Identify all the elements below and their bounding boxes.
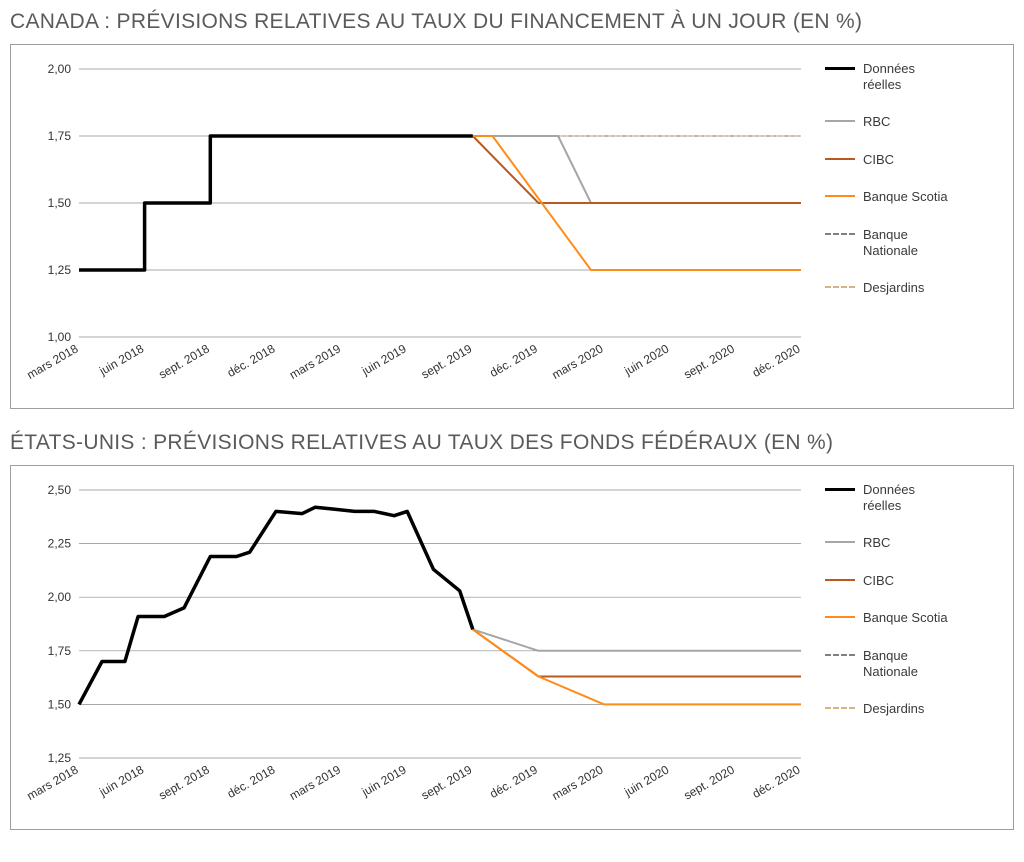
series-bnc bbox=[473, 629, 801, 650]
legend-item-desj: Desjardins bbox=[825, 280, 1003, 296]
x-tick-label: juin 2019 bbox=[359, 341, 409, 378]
legend-item-cibc: CIBC bbox=[825, 152, 1003, 168]
legend-swatch bbox=[825, 61, 855, 75]
legend-label: BanqueNationale bbox=[863, 648, 918, 679]
legend-swatch bbox=[825, 189, 855, 203]
legend-item-actual: Donnéesréelles bbox=[825, 61, 1003, 92]
x-tick-label: juin 2020 bbox=[621, 341, 671, 378]
y-tick-label: 2,00 bbox=[48, 62, 72, 76]
x-tick-label: déc. 2020 bbox=[750, 341, 803, 380]
x-tick-label: juin 2018 bbox=[96, 341, 146, 378]
x-tick-label: mars 2020 bbox=[549, 762, 605, 803]
y-tick-label: 1,75 bbox=[48, 129, 72, 143]
chart-frame: 1,25 1,50 1,75 2,00 2,25 2,50 mars 2018 juin 20… bbox=[10, 465, 1014, 830]
x-tick-label: sept. 2020 bbox=[681, 341, 737, 381]
y-tick-label: 1,25 bbox=[48, 751, 72, 765]
legend-label: RBC bbox=[863, 535, 890, 551]
x-tick-label: mars 2020 bbox=[549, 341, 605, 382]
legend-label: CIBC bbox=[863, 573, 894, 589]
x-tick-label: déc. 2018 bbox=[225, 762, 278, 801]
x-tick-label: sept. 2018 bbox=[156, 341, 212, 381]
legend-label: BanqueNationale bbox=[863, 227, 918, 258]
x-tick-label: sept. 2019 bbox=[419, 341, 475, 381]
series-desj bbox=[473, 629, 801, 650]
chart-canada: CANADA : PRÉVISIONS RELATIVES AU TAUX DU… bbox=[10, 10, 1014, 409]
series-scotia bbox=[473, 629, 801, 704]
x-tick-label: juin 2018 bbox=[96, 762, 146, 799]
x-tick-label: déc. 2018 bbox=[225, 341, 278, 380]
legend-swatch bbox=[825, 701, 855, 715]
legend-item-scotia: Banque Scotia bbox=[825, 189, 1003, 205]
x-tick-label: juin 2020 bbox=[621, 762, 671, 799]
legend-label: Desjardins bbox=[863, 701, 924, 717]
legend-swatch bbox=[825, 573, 855, 587]
y-tick-label: 1,50 bbox=[48, 196, 72, 210]
series-rbc bbox=[473, 136, 801, 203]
series-cibc bbox=[473, 136, 801, 203]
legend-label: Donnéesréelles bbox=[863, 482, 915, 513]
y-tick-label: 1,75 bbox=[48, 644, 72, 658]
x-tick-label: sept. 2020 bbox=[681, 762, 737, 802]
y-tick-label: 2,50 bbox=[48, 483, 72, 497]
chart-frame: 1,00 1,25 1,50 1,75 2,00 mars 2018 juin 2018 se… bbox=[10, 44, 1014, 409]
legend-item-actual: Donnéesréelles bbox=[825, 482, 1003, 513]
legend-label: Banque Scotia bbox=[863, 610, 948, 626]
legend-swatch bbox=[825, 482, 855, 496]
chart-title: ÉTATS-UNIS : PRÉVISIONS RELATIVES AU TAU… bbox=[10, 431, 1014, 455]
x-tick-label: sept. 2019 bbox=[419, 762, 475, 802]
y-tick-label: 1,25 bbox=[48, 263, 72, 277]
chart-title: CANADA : PRÉVISIONS RELATIVES AU TAUX DU… bbox=[10, 10, 1014, 34]
y-tick-label: 1,00 bbox=[48, 330, 72, 344]
legend-item-cibc: CIBC bbox=[825, 573, 1003, 589]
plot-area: 1,25 1,50 1,75 2,00 2,25 2,50 mars 2018 juin 20… bbox=[21, 480, 811, 819]
legend-label: RBC bbox=[863, 114, 890, 130]
x-tick-label: déc. 2019 bbox=[487, 762, 540, 801]
legend-swatch bbox=[825, 114, 855, 128]
x-tick-label: mars 2018 bbox=[24, 341, 80, 382]
legend-item-rbc: RBC bbox=[825, 535, 1003, 551]
legend-label: CIBC bbox=[863, 152, 894, 168]
x-tick-label: juin 2019 bbox=[359, 762, 409, 799]
legend-label: Desjardins bbox=[863, 280, 924, 296]
legend-swatch bbox=[825, 648, 855, 662]
x-tick-label: sept. 2018 bbox=[156, 762, 212, 802]
legend-label: Banque Scotia bbox=[863, 189, 948, 205]
x-tick-label: mars 2019 bbox=[287, 341, 343, 382]
x-tick-label: mars 2019 bbox=[287, 762, 343, 803]
legend-swatch bbox=[825, 535, 855, 549]
legend-swatch bbox=[825, 227, 855, 241]
series-rbc bbox=[473, 629, 801, 650]
legend-label: Donnéesréelles bbox=[863, 61, 915, 92]
series-actual bbox=[79, 507, 473, 704]
legend-item-scotia: Banque Scotia bbox=[825, 610, 1003, 626]
plot-area: 1,00 1,25 1,50 1,75 2,00 mars 2018 juin 2018 se… bbox=[21, 59, 811, 398]
x-tick-label: déc. 2019 bbox=[487, 341, 540, 380]
legend-swatch bbox=[825, 610, 855, 624]
y-tick-label: 1,50 bbox=[48, 697, 72, 711]
legend-item-bnc: BanqueNationale bbox=[825, 227, 1003, 258]
x-tick-label: déc. 2020 bbox=[750, 762, 803, 801]
y-tick-label: 2,25 bbox=[48, 537, 72, 551]
legend-swatch bbox=[825, 152, 855, 166]
y-tick-label: 2,00 bbox=[48, 590, 72, 604]
legend: Donnéesréelles RBC CIBC Banque Scotia Banque… bbox=[811, 480, 1003, 819]
legend-swatch bbox=[825, 280, 855, 294]
legend-item-bnc: BanqueNationale bbox=[825, 648, 1003, 679]
x-tick-label: mars 2018 bbox=[24, 762, 80, 803]
legend-item-rbc: RBC bbox=[825, 114, 1003, 130]
legend: Donnéesréelles RBC CIBC Banque Scotia Banque… bbox=[811, 59, 1003, 398]
chart-us: ÉTATS-UNIS : PRÉVISIONS RELATIVES AU TAU… bbox=[10, 431, 1014, 830]
legend-item-desj: Desjardins bbox=[825, 701, 1003, 717]
series-cibc bbox=[473, 629, 801, 676]
